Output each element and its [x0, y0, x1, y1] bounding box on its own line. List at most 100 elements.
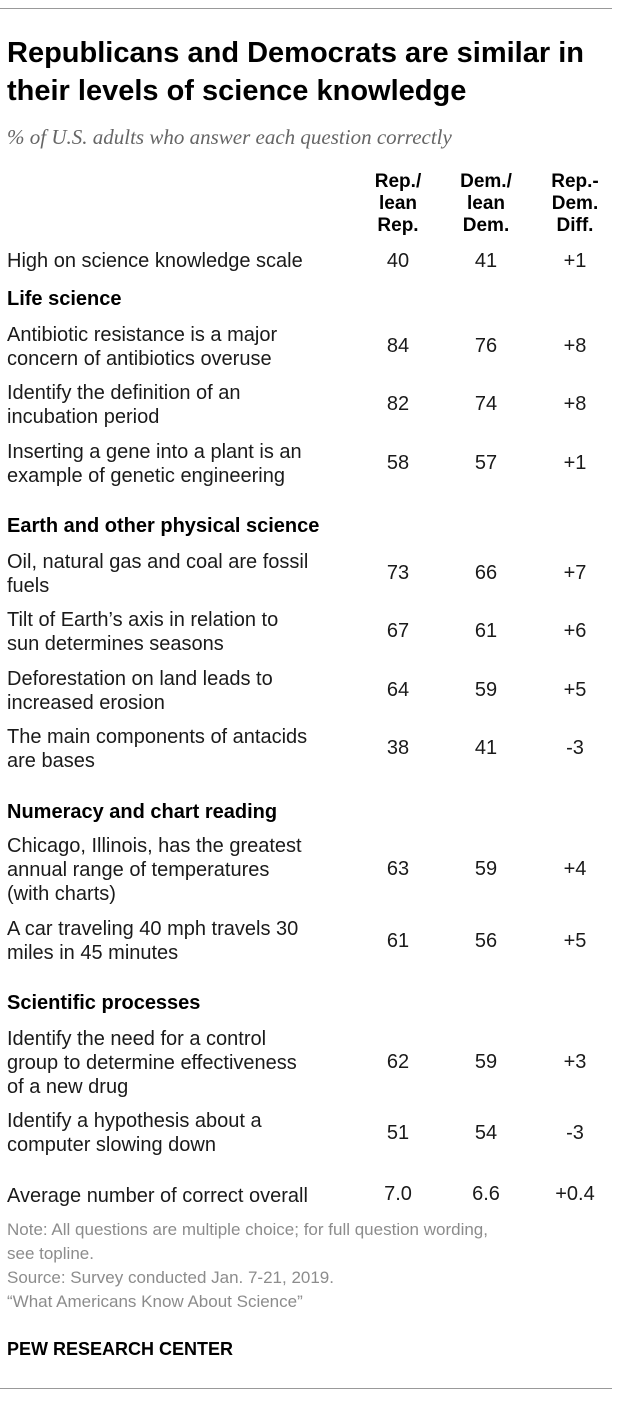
row-label-line: Identify a hypothesis about a	[7, 1110, 262, 1132]
row-label-line: (with charts)	[7, 883, 116, 905]
value-diff: -3	[566, 1122, 584, 1144]
value-dem: 76	[474, 335, 498, 357]
section-heading-numeracy: Numeracy and chart reading	[7, 801, 278, 823]
column-header-line: Rep.-	[551, 171, 599, 192]
brand-name: PEW RESEARCH CENTER	[7, 1339, 234, 1359]
value-dem: 57	[474, 452, 498, 474]
value-rep: 58	[386, 452, 410, 474]
value-rep: 40	[386, 250, 410, 272]
value-diff: +8	[563, 393, 587, 415]
value-rep: 7.0	[384, 1183, 412, 1205]
row-label: Inserting a gene into a plant is an exam…	[7, 440, 352, 488]
value-dem: 6.6	[472, 1183, 500, 1205]
column-header-line: Rep./	[374, 171, 422, 192]
row-label: Identify the definition of an incubation…	[7, 381, 352, 429]
column-header-line: Dem.	[462, 215, 510, 236]
column-header-line: Dem.	[551, 193, 599, 214]
row-label-line: A car traveling 40 mph travels 30	[7, 918, 299, 940]
chart-title: Republicans and Democrats are similar in…	[7, 37, 584, 107]
value-diff: -3	[566, 737, 584, 759]
row-label-line: Tilt of Earth’s axis in relation to	[7, 609, 279, 631]
value-diff: +3	[563, 1051, 587, 1073]
top-rule	[0, 8, 612, 9]
row-label-line: concern of antibiotics overuse	[7, 348, 272, 370]
value-dem: 59	[474, 858, 498, 880]
row-label: Antibiotic resistance is a major concern…	[7, 323, 352, 371]
section-heading-scientific-processes: Scientific processes	[7, 992, 201, 1014]
chart-subtitle: % of U.S. adults who answer each questio…	[7, 125, 452, 149]
row-label-line: Inserting a gene into a plant is an	[7, 441, 302, 463]
value-diff: +1	[563, 452, 587, 474]
value-rep: 63	[386, 858, 410, 880]
row-label-line: increased erosion	[7, 692, 165, 714]
note-line: Note: All questions are multiple choice;…	[7, 1220, 488, 1239]
value-dem: 59	[474, 679, 498, 701]
row-label-line: computer slowing down	[7, 1134, 216, 1156]
column-header-line: Dem./	[460, 171, 512, 192]
row-label: Chicago, Illinois, has the greatest annu…	[7, 834, 352, 906]
row-label: Identify the need for a control group to…	[7, 1027, 352, 1099]
bottom-rule	[0, 1388, 612, 1389]
column-header-line: lean	[378, 193, 418, 214]
value-dem: 56	[474, 930, 498, 952]
value-dem: 59	[474, 1051, 498, 1073]
row-label: A car traveling 40 mph travels 30 miles …	[7, 917, 352, 965]
value-rep: 51	[386, 1122, 410, 1144]
value-rep: 84	[386, 335, 410, 357]
row-label-line: miles in 45 minutes	[7, 942, 179, 964]
section-heading-life-science: Life science	[7, 288, 122, 310]
value-diff: +5	[563, 679, 587, 701]
row-label: Tilt of Earth’s axis in relation to sun …	[7, 608, 352, 656]
value-dem: 54	[474, 1122, 498, 1144]
column-header-diff: Rep.- Dem. Diff.	[525, 171, 625, 237]
row-label-line: The main components of antacids	[7, 726, 308, 748]
row-label-line: Chicago, Illinois, has the greatest	[7, 835, 302, 857]
value-rep: 73	[386, 562, 410, 584]
row-label: Deforestation on land leads to increased…	[7, 667, 352, 715]
row-label-line: Average number of correct overall	[7, 1185, 308, 1207]
row-label-line: fuels	[7, 575, 50, 597]
section-heading-earth-physical-science: Earth and other physical science	[7, 515, 320, 537]
value-rep: 61	[386, 930, 410, 952]
row-label-line: Oil, natural gas and coal are fossil	[7, 551, 309, 573]
value-diff: +7	[563, 562, 587, 584]
row-label-line: Deforestation on land leads to	[7, 668, 273, 690]
row-label: Identify a hypothesis about a computer s…	[7, 1109, 352, 1157]
column-header-rep: Rep./ lean Rep.	[348, 171, 448, 237]
value-rep: 38	[386, 737, 410, 759]
row-label: High on science knowledge scale	[7, 249, 352, 273]
row-label: Oil, natural gas and coal are fossil fue…	[7, 550, 352, 598]
row-label-line: group to determine effectiveness	[7, 1052, 297, 1074]
row-label-line: High on science knowledge scale	[7, 250, 303, 272]
row-label-line: sun determines seasons	[7, 633, 224, 655]
column-header-line: Rep.	[377, 215, 419, 236]
row-label-line: incubation period	[7, 406, 160, 428]
row-label-line: Identify the definition of an	[7, 382, 241, 404]
row-label: Average number of correct overall	[7, 1184, 352, 1208]
row-label-line: Identify the need for a control	[7, 1028, 267, 1050]
value-dem: 41	[474, 250, 498, 272]
value-rep: 82	[386, 393, 410, 415]
row-label-line: annual range of temperatures	[7, 859, 270, 881]
value-diff: +4	[563, 858, 587, 880]
value-dem: 61	[474, 620, 498, 642]
row-label-line: are bases	[7, 750, 95, 772]
chart-notes: Note: All questions are multiple choice;…	[7, 1218, 612, 1314]
value-diff: +1	[563, 250, 587, 272]
value-dem: 74	[474, 393, 498, 415]
value-rep: 64	[386, 679, 410, 701]
row-label-line: example of genetic engineering	[7, 465, 285, 487]
note-line: see topline.	[7, 1244, 94, 1263]
value-dem: 66	[474, 562, 498, 584]
value-diff: +0.4	[555, 1183, 595, 1205]
source-line: Source: Survey conducted Jan. 7-21, 2019…	[7, 1268, 334, 1287]
value-diff: +5	[563, 930, 587, 952]
column-header-line: Diff.	[556, 215, 594, 236]
value-diff: +6	[563, 620, 587, 642]
column-header-line: lean	[466, 193, 506, 214]
value-rep: 67	[386, 620, 410, 642]
value-diff: +8	[563, 335, 587, 357]
row-label: The main components of antacids are base…	[7, 725, 352, 773]
row-label-line: Antibiotic resistance is a major	[7, 324, 278, 346]
row-label-line: of a new drug	[7, 1076, 129, 1098]
